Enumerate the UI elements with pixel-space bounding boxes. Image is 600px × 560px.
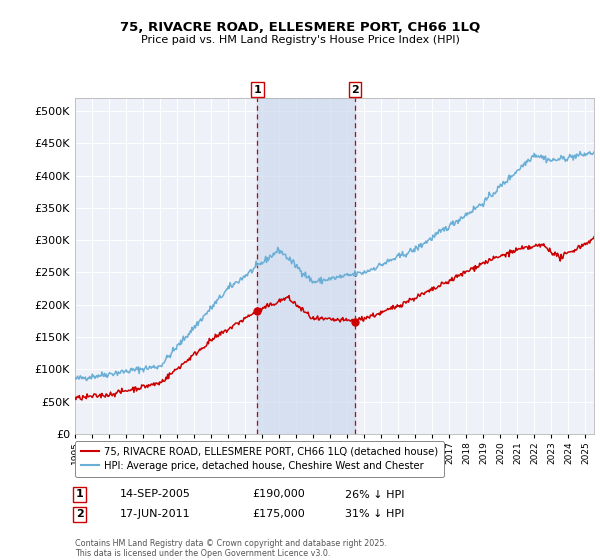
Text: 31% ↓ HPI: 31% ↓ HPI [345,509,404,519]
Text: 14-SEP-2005: 14-SEP-2005 [120,489,191,500]
Text: 1: 1 [253,85,261,95]
Text: £175,000: £175,000 [252,509,305,519]
Text: £190,000: £190,000 [252,489,305,500]
Bar [257,98,355,434]
Text: Contains HM Land Registry data © Crown copyright and database right 2025.
This d: Contains HM Land Registry data © Crown c… [75,539,387,558]
Text: 1: 1 [76,489,83,500]
Text: Price paid vs. HM Land Registry's House Price Index (HPI): Price paid vs. HM Land Registry's House … [140,35,460,45]
Legend: 75, RIVACRE ROAD, ELLESMERE PORT, CH66 1LQ (detached house), HPI: Average price,: 75, RIVACRE ROAD, ELLESMERE PORT, CH66 1… [75,441,444,477]
Text: 26% ↓ HPI: 26% ↓ HPI [345,489,404,500]
Text: 2: 2 [351,85,359,95]
Text: 17-JUN-2011: 17-JUN-2011 [120,509,191,519]
Text: 2: 2 [76,509,83,519]
Text: 75, RIVACRE ROAD, ELLESMERE PORT, CH66 1LQ: 75, RIVACRE ROAD, ELLESMERE PORT, CH66 1… [120,21,480,34]
